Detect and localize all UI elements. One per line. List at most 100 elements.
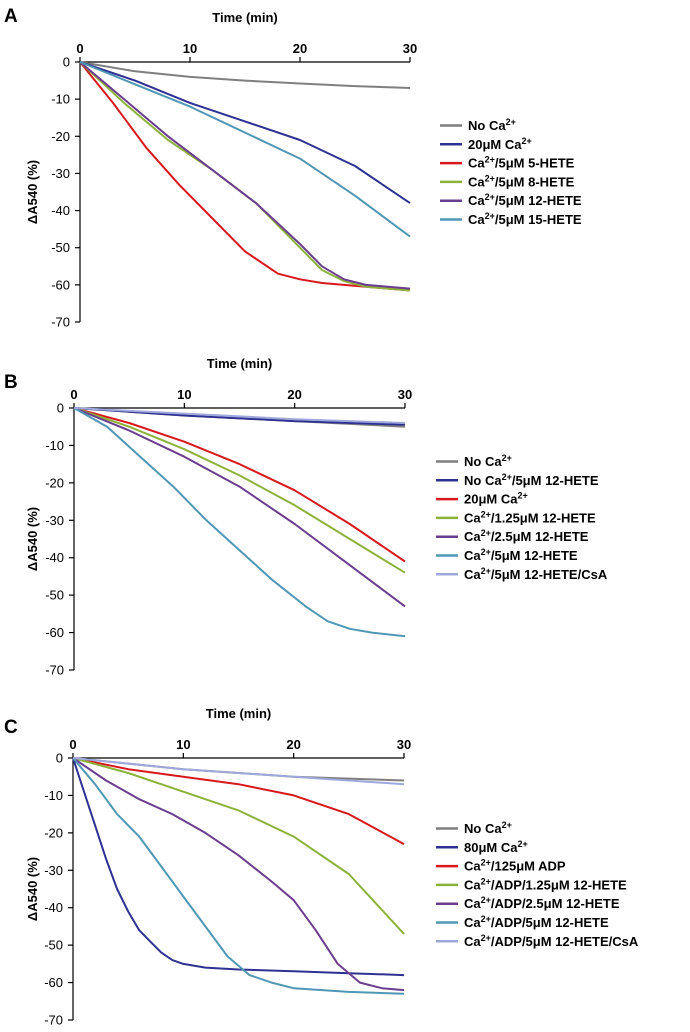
y-tick-label: -50: [44, 938, 63, 953]
legend-label-suffix: /5μM 12-HETE: [495, 193, 582, 208]
legend-label-sup: 2+: [485, 155, 495, 165]
legend-label: Ca2+/ADP/5μM 12-HETE: [464, 914, 609, 930]
legend-label-suffix: /5μM 12-HETE: [512, 473, 599, 488]
legend-label-name: No Ca: [464, 473, 502, 488]
y-tick-label: -10: [44, 788, 63, 803]
x-tick-label: 0: [76, 41, 83, 56]
legend-label-name: Ca: [464, 915, 481, 930]
series-line: [72, 757, 405, 786]
panel-a: A Time (min) 0 10 20 30 0 -10 -20 -30 -40 -50 -60 -70…: [4, 6, 582, 330]
y-tick-label: 0: [56, 751, 63, 766]
x-tick-label: 20: [287, 387, 301, 402]
legend-label-name: No Ca: [464, 821, 502, 836]
y-tick-label: -30: [44, 863, 63, 878]
x-axis-title: Time (min): [207, 356, 273, 371]
series-line: [73, 407, 406, 574]
y-tick-label: -50: [51, 240, 70, 255]
legend-label-sup: 2+: [521, 136, 531, 146]
legend-label-name: Ca: [468, 193, 485, 208]
legend-label: No Ca2+/5μM 12-HETE: [464, 472, 599, 488]
legend-label: Ca2+/ADP/5μM 12-HETE/CsA: [464, 933, 639, 949]
legend-label-sup: 2+: [481, 914, 491, 924]
legend-label-name: Ca: [464, 896, 481, 911]
x-tick-label: 30: [397, 737, 411, 752]
x-tick-label: 0: [70, 387, 77, 402]
panel-letter: C: [4, 717, 18, 738]
series-line: [73, 407, 406, 608]
legend-label-sup: 2+: [517, 839, 527, 849]
panel-b: B Time (min) 0 10 20 30 0 -10 -20 -30 -40 -50 -60 -70…: [4, 356, 608, 678]
y-tick-label: -20: [45, 475, 64, 490]
x-tick-label: 20: [286, 737, 300, 752]
legend-label-name: No Ca: [464, 454, 502, 469]
y-axis-title: ΔA540 (%): [25, 857, 40, 921]
legend: No Ca2+80μM Ca2+Ca2+/125μM ADPCa2+/ADP/1…: [436, 820, 639, 949]
series-line: [79, 61, 411, 292]
series-line: [72, 757, 405, 995]
legend-label-sup: 2+: [481, 509, 491, 519]
series-line: [72, 757, 405, 992]
x-tick-label: 30: [403, 41, 417, 56]
series-line: [73, 407, 406, 424]
legend-label-suffix: /2.5μM 12-HETE: [491, 529, 589, 544]
legend-label: Ca2+/5μM 12-HETE: [464, 547, 578, 563]
y-tick-label: 0: [63, 55, 70, 70]
legend-label: 20μM Ca2+: [468, 136, 532, 152]
legend-label: Ca2+/1.25μM 12-HETE: [464, 509, 596, 525]
legend-label-sup: 2+: [481, 547, 491, 557]
legend-label: Ca2+/ADP/2.5μM 12-HETE: [464, 895, 620, 911]
legend-label-sup: 2+: [502, 820, 512, 830]
x-tick-label: 0: [69, 737, 76, 752]
y-tick-label: -70: [44, 1013, 63, 1028]
legend-label-sup: 2+: [481, 876, 491, 886]
legend-label-name: Ca: [468, 156, 485, 171]
legend-label: No Ca2+: [464, 820, 512, 836]
legend-label-sup: 2+: [481, 528, 491, 538]
y-tick-label: -40: [44, 900, 63, 915]
legend-label-sup: 2+: [481, 566, 491, 576]
y-tick-label: -30: [51, 166, 70, 181]
series-line: [73, 407, 406, 563]
legend-label: No Ca2+: [468, 117, 516, 133]
legend-label: Ca2+/2.5μM 12-HETE: [464, 528, 589, 544]
legend-label-sup: 2+: [485, 192, 495, 202]
legend-label-name: Ca: [464, 877, 481, 892]
y-tick-label: -10: [45, 438, 64, 453]
legend: No Ca2+20μM Ca2+Ca2+/5μM 5-HETECa2+/5μM …: [440, 117, 582, 227]
legend-label: 80μM Ca2+: [464, 839, 528, 855]
legend-label-name: 80μM Ca: [464, 840, 518, 855]
y-tick-label: -60: [51, 277, 70, 292]
legend-label-name: Ca: [464, 548, 481, 563]
legend-label-suffix: /5μM 12-HETE: [491, 548, 578, 563]
series-line: [72, 757, 405, 782]
legend-label-suffix: /125μM ADP: [491, 859, 566, 874]
x-tick-label: 10: [183, 41, 197, 56]
y-tick-label: -40: [51, 203, 70, 218]
series-line: [72, 757, 405, 935]
series-line: [79, 61, 411, 292]
legend-label: 20μM Ca2+: [464, 491, 528, 507]
legend-label-name: Ca: [464, 859, 481, 874]
y-tick-label: -60: [45, 625, 64, 640]
y-axis-title: ΔA540 (%): [25, 507, 40, 571]
legend-label: Ca2+/5μM 12-HETE: [468, 192, 582, 208]
series-line: [79, 61, 411, 89]
legend-label-sup: 2+: [502, 453, 512, 463]
y-tick-label: -70: [51, 315, 70, 330]
legend-label-suffix: /5μM 8-HETE: [495, 174, 575, 189]
legend-label-suffix: /5μM 12-HETE/CsA: [491, 567, 608, 582]
y-tick-label: -70: [45, 663, 64, 678]
y-tick-label: -20: [51, 129, 70, 144]
legend-label-name: Ca: [464, 934, 481, 949]
legend-label-suffix: /5μM 15-HETE: [495, 212, 582, 227]
y-tick-label: -50: [45, 588, 64, 603]
series-line: [72, 757, 405, 845]
legend-label-suffix: /ADP/5μM 12-HETE/CsA: [491, 934, 639, 949]
legend-label-name: 20μM Ca: [468, 137, 522, 152]
legend-label-suffix: /ADP/2.5μM 12-HETE: [491, 896, 620, 911]
panel-letter: A: [4, 6, 18, 27]
legend-label-suffix: /1.25μM 12-HETE: [491, 510, 596, 525]
legend-label-name: 20μM Ca: [464, 492, 518, 507]
